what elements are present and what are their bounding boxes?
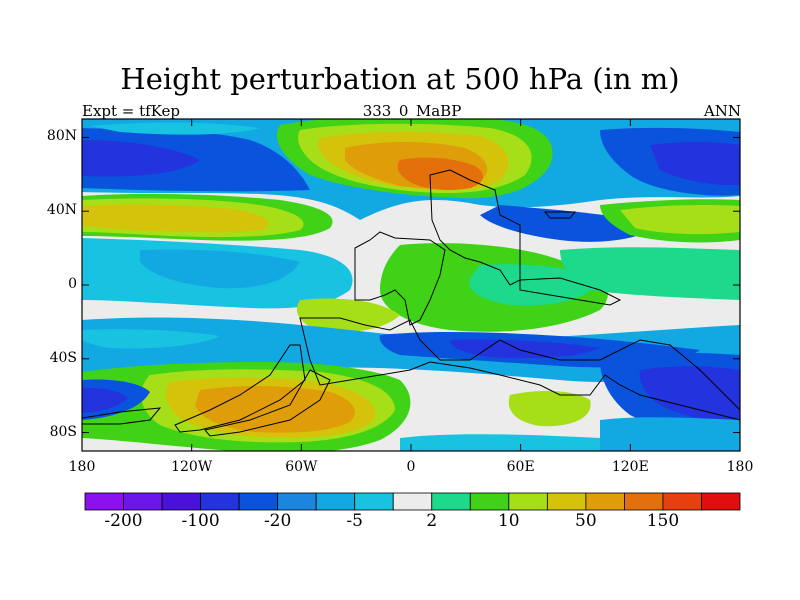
y-tick-label: 80S — [49, 423, 77, 440]
colorbar-label: 10 — [497, 511, 520, 531]
contour-field — [82, 119, 740, 451]
colorbar-box — [469, 492, 510, 511]
experiment-label: Expt = tfKep — [82, 102, 181, 120]
colorbar-box — [392, 492, 433, 511]
colorbar-box — [84, 492, 124, 511]
y-tick-label: 0 — [68, 276, 77, 292]
colorbar-box — [200, 492, 240, 511]
x-tick-label: 0 — [406, 459, 416, 475]
x-tick-label: 180 — [68, 459, 96, 475]
map-title: Height perturbation at 500 hPa (in m) — [120, 62, 680, 96]
x-tick-label: 180 — [726, 459, 754, 475]
y-tick-label: 40N — [46, 202, 77, 219]
colorbar-label: -20 — [263, 511, 292, 531]
colorbar-box — [315, 492, 356, 511]
colorbar-label: -200 — [104, 511, 143, 531]
x-tick-label: 60W — [285, 459, 318, 475]
colorbar-box — [161, 492, 201, 511]
season-label: ANN — [703, 102, 741, 120]
colorbar-box — [354, 492, 394, 511]
period-label: 333_0_MaBP — [362, 102, 462, 120]
colorbar-box — [238, 492, 279, 511]
colorbar-box — [701, 492, 741, 511]
colorbar — [84, 492, 741, 511]
colorbar-label: -100 — [181, 511, 220, 531]
colorbar-box — [662, 492, 702, 511]
x-tick-label: 120E — [611, 459, 649, 475]
colorbar-label: 50 — [575, 511, 597, 531]
colorbar-label: -5 — [346, 511, 363, 531]
colorbar-box — [431, 492, 471, 511]
colorbar-box — [624, 492, 664, 511]
colorbar-box — [585, 492, 625, 511]
colorbar-box — [123, 492, 163, 511]
colorbar-label: 2 — [426, 511, 438, 531]
colorbar-label: 150 — [646, 511, 680, 531]
x-tick-label: 60E — [506, 459, 535, 475]
colorbar-box — [508, 492, 548, 511]
colorbar-box — [277, 492, 317, 511]
axis-ticks — [81, 119, 741, 451]
y-tick-label: 40S — [49, 349, 77, 366]
y-tick-label: 80N — [46, 128, 77, 145]
x-tick-label: 120W — [171, 459, 213, 475]
colorbar-box — [546, 492, 587, 511]
continent-outlines — [82, 169, 740, 437]
